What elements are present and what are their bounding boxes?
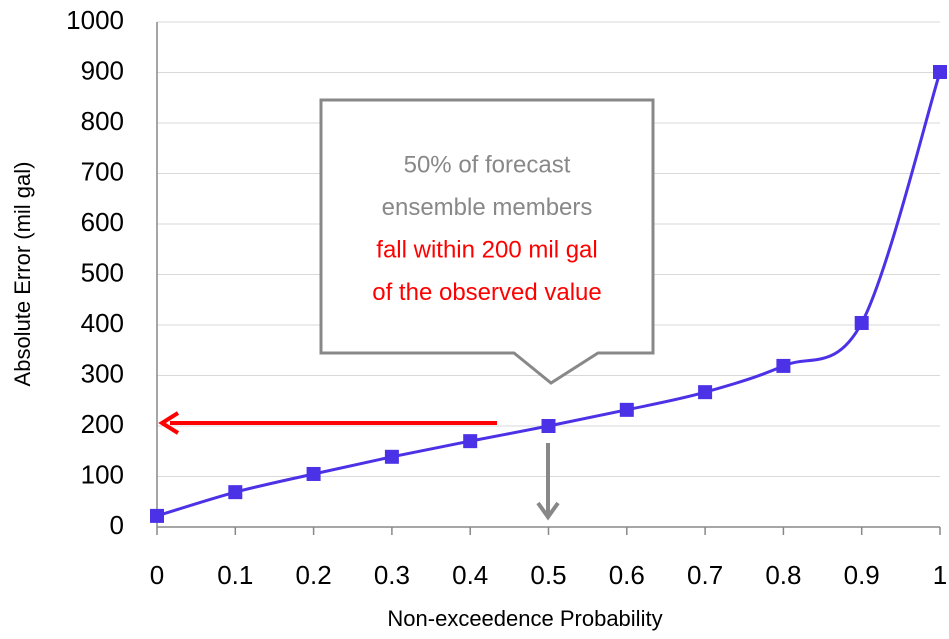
callout-box xyxy=(319,98,655,385)
marker xyxy=(306,466,321,481)
x-axis-title: Non-exceedence Probability xyxy=(387,606,662,631)
annotation-line: ensemble members xyxy=(382,194,593,221)
y-axis-title: Absolute Error (mil gal) xyxy=(10,162,35,387)
x-tick-label: 0 xyxy=(150,560,164,590)
x-tick-label: 0.6 xyxy=(609,560,645,590)
x-tick-label: 0.9 xyxy=(844,560,880,590)
marker xyxy=(228,485,243,500)
x-tick-label: 1 xyxy=(933,560,947,590)
marker xyxy=(463,434,478,449)
y-tick-label: 700 xyxy=(81,156,124,186)
y-tick-label: 100 xyxy=(81,459,124,489)
y-tick-label: 400 xyxy=(81,308,124,338)
marker xyxy=(854,315,869,330)
x-tick-label: 0.8 xyxy=(765,560,801,590)
y-tick-label: 800 xyxy=(81,106,124,136)
y-tick-label: 300 xyxy=(81,358,124,388)
y-tick-label: 900 xyxy=(81,55,124,85)
x-tick-label: 0.5 xyxy=(530,560,566,590)
marker xyxy=(150,508,164,523)
red-arrow-head xyxy=(158,411,180,435)
marker xyxy=(384,449,399,464)
x-tick-label: 0.4 xyxy=(452,560,488,590)
marker xyxy=(698,385,713,400)
marker xyxy=(541,419,556,433)
annotation-line: 50% of forecast xyxy=(404,151,571,178)
gray-arrow-head xyxy=(536,501,560,521)
x-tick-label: 0.1 xyxy=(217,560,253,590)
y-tick-label: 0 xyxy=(110,510,124,540)
annotation-line: fall within 200 mil gal xyxy=(376,236,597,263)
marker xyxy=(619,402,634,417)
y-tick-label: 1000 xyxy=(66,5,124,35)
x-tick-label: 0.3 xyxy=(374,560,410,590)
x-tick-label: 0.7 xyxy=(687,560,723,590)
y-tick-label: 600 xyxy=(81,207,124,237)
y-tick-label: 500 xyxy=(81,257,124,287)
annotation-line: of the observed value xyxy=(372,279,602,306)
x-tick-label: 0.2 xyxy=(296,560,332,590)
marker xyxy=(933,64,947,79)
marker xyxy=(776,358,791,373)
y-tick-label: 200 xyxy=(81,409,124,439)
